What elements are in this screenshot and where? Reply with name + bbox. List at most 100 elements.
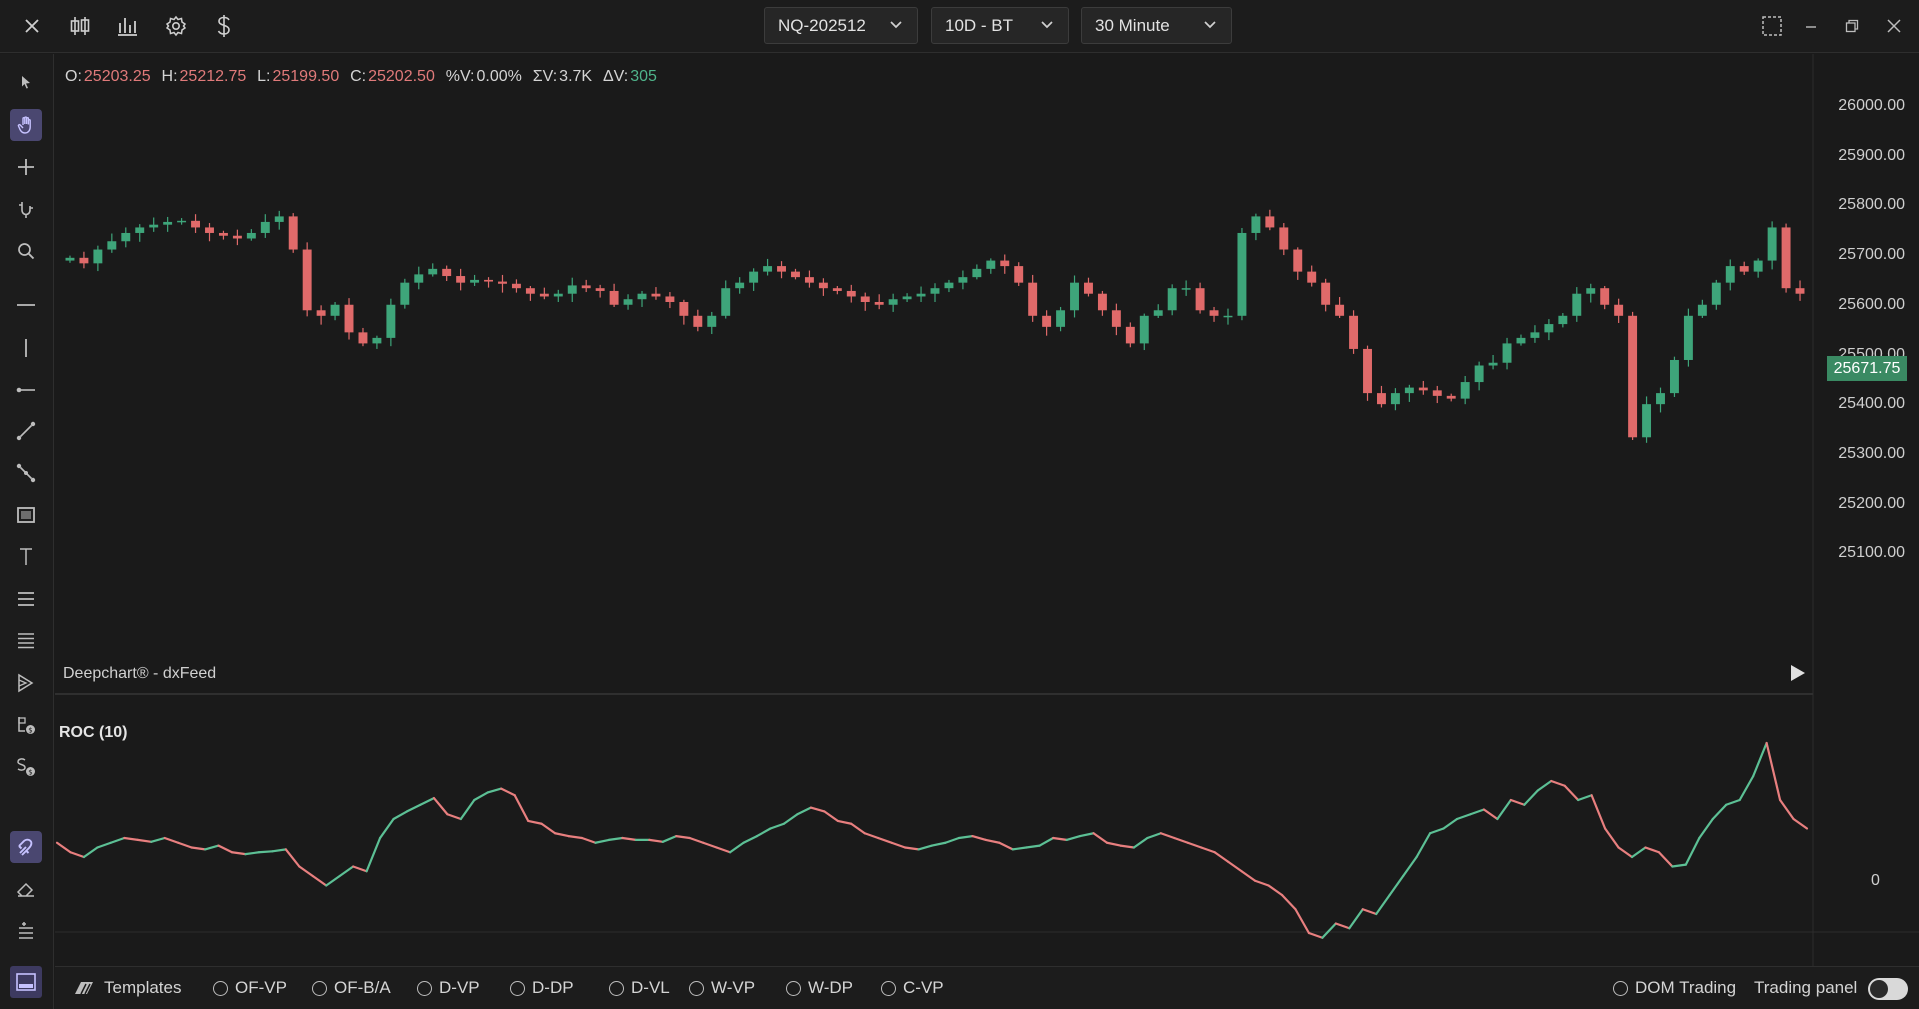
minimize-icon[interactable]: [1797, 12, 1825, 40]
bottom-toolbar: Templates OF-VP OF-B/A D-VP D-DP D-VL W-VP W-D…: [55, 966, 1919, 1009]
percent-volume-value: 0.00%: [476, 68, 522, 85]
candle-body: [1725, 266, 1735, 283]
price-range-icon[interactable]: $: [10, 709, 42, 741]
candle-body: [651, 293, 661, 297]
study-toggle-of-vp[interactable]: OF-VP: [213, 976, 287, 1000]
crosshair-icon[interactable]: [10, 151, 42, 183]
candle-body: [539, 293, 549, 297]
play-icon[interactable]: [1784, 660, 1810, 686]
close-icon[interactable]: [16, 10, 48, 42]
candle-body: [1432, 390, 1442, 396]
measure-icon[interactable]: [10, 667, 42, 699]
candle-body: [1363, 348, 1372, 394]
roc-zero-label: 0: [1871, 872, 1880, 889]
date-range-icon[interactable]: $: [10, 751, 42, 783]
range-dropdown[interactable]: 10D - BT: [931, 7, 1069, 44]
roc-segment: [648, 838, 664, 843]
roc-segment: [769, 822, 786, 830]
horizontal-line-icon[interactable]: [10, 289, 42, 321]
vertical-line-icon[interactable]: [10, 332, 42, 364]
candle-body: [260, 221, 270, 233]
ray-icon[interactable]: [10, 374, 42, 406]
roc-segment: [486, 787, 503, 794]
fibonacci-extension-icon[interactable]: [10, 625, 42, 657]
roc-segment: [298, 865, 314, 878]
roc-segment: [1280, 893, 1297, 911]
candlestick-icon[interactable]: [64, 10, 96, 42]
roc-segment: [217, 844, 234, 854]
roc-segment: [607, 836, 624, 842]
text-icon[interactable]: [10, 541, 42, 573]
price-axis-label: 25900.00: [1838, 146, 1905, 164]
study-toggle-d-vl[interactable]: D-VL: [609, 976, 670, 1000]
study-toggle-c-vp[interactable]: C-VP: [881, 976, 944, 1000]
roc-segment: [1442, 817, 1459, 830]
ohlc-open-label: O:: [65, 68, 82, 85]
restore-icon[interactable]: [1838, 12, 1866, 40]
fibonacci-icon[interactable]: [10, 583, 42, 615]
interval-dropdown[interactable]: 30 Minute: [1081, 7, 1232, 44]
roc-segment: [782, 813, 799, 825]
price-axis-label: 25200.00: [1838, 494, 1905, 512]
candlestick-series: [65, 209, 1805, 443]
close-window-icon[interactable]: [1880, 12, 1908, 40]
candle-body: [609, 290, 619, 305]
zoom-icon[interactable]: [10, 235, 42, 267]
study-toggle-d-vp[interactable]: D-VP: [417, 976, 480, 1000]
study-toggle-w-vp[interactable]: W-VP: [689, 976, 755, 1000]
study-toggle-w-dp[interactable]: W-DP: [786, 976, 853, 1000]
chart-area[interactable]: O: 25203.25 H: 25212.75 L: 25199.50 C: 25202…: [54, 54, 1919, 1009]
candle-body: [442, 268, 452, 277]
roc-segment: [957, 834, 974, 840]
layout-icon[interactable]: [1758, 12, 1786, 40]
candle-body: [944, 282, 954, 289]
trading-panel-toggle[interactable]: [1868, 978, 1908, 1000]
templates-button[interactable]: Templates: [73, 976, 181, 1000]
candle-body: [1265, 216, 1275, 228]
channel-icon[interactable]: [10, 457, 42, 489]
trend-line-icon[interactable]: [10, 415, 42, 447]
ohlc-close-value: 25202.50: [368, 68, 435, 85]
roc-segment: [1025, 844, 1041, 849]
candle-body: [232, 235, 242, 239]
roc-segment: [203, 844, 220, 851]
study-label: D-VL: [631, 978, 670, 997]
candle-body: [902, 296, 912, 300]
candle-body: [218, 232, 228, 236]
rectangle-icon[interactable]: [10, 499, 42, 531]
bar-chart-icon[interactable]: [111, 10, 143, 42]
roc-segment: [1011, 846, 1028, 851]
study-toggle-of-b-a[interactable]: OF-B/A: [312, 976, 391, 1000]
roc-segment: [1752, 741, 1768, 778]
roc-segment: [177, 841, 193, 849]
drawings-list-icon[interactable]: [10, 915, 42, 947]
roc-segment: [1052, 836, 1068, 842]
chart-canvas[interactable]: [55, 54, 1919, 966]
magnet-icon[interactable]: [10, 831, 42, 863]
eraser-icon[interactable]: [10, 873, 42, 905]
study-toggle-d-dp[interactable]: D-DP: [510, 976, 574, 1000]
candle-body: [1014, 266, 1024, 283]
dom-trading-toggle[interactable]: DOM Trading: [1613, 976, 1736, 1000]
gear-icon[interactable]: [160, 10, 192, 42]
candle-body: [1600, 288, 1610, 305]
roc-segment: [850, 822, 866, 835]
symbol-dropdown[interactable]: NQ-202512: [764, 7, 918, 44]
roc-segment: [257, 850, 274, 854]
roc-series: [55, 741, 1809, 939]
dollar-icon[interactable]: [208, 10, 240, 42]
pointer-icon[interactable]: [10, 66, 42, 98]
magnet-snap-icon[interactable]: [10, 193, 42, 225]
roc-segment: [971, 834, 987, 842]
panel-toggle-icon[interactable]: [10, 966, 42, 998]
hand-icon[interactable]: [10, 109, 42, 141]
toggle-knob: [1870, 980, 1888, 998]
candle-body: [1753, 260, 1763, 272]
candle-body: [1711, 282, 1721, 305]
roc-segment: [1603, 827, 1620, 849]
candle-body: [763, 266, 773, 272]
interval-label: 30 Minute: [1095, 15, 1170, 35]
roc-segment: [271, 848, 287, 853]
candle-body: [1572, 293, 1582, 316]
study-radio: [510, 980, 525, 996]
